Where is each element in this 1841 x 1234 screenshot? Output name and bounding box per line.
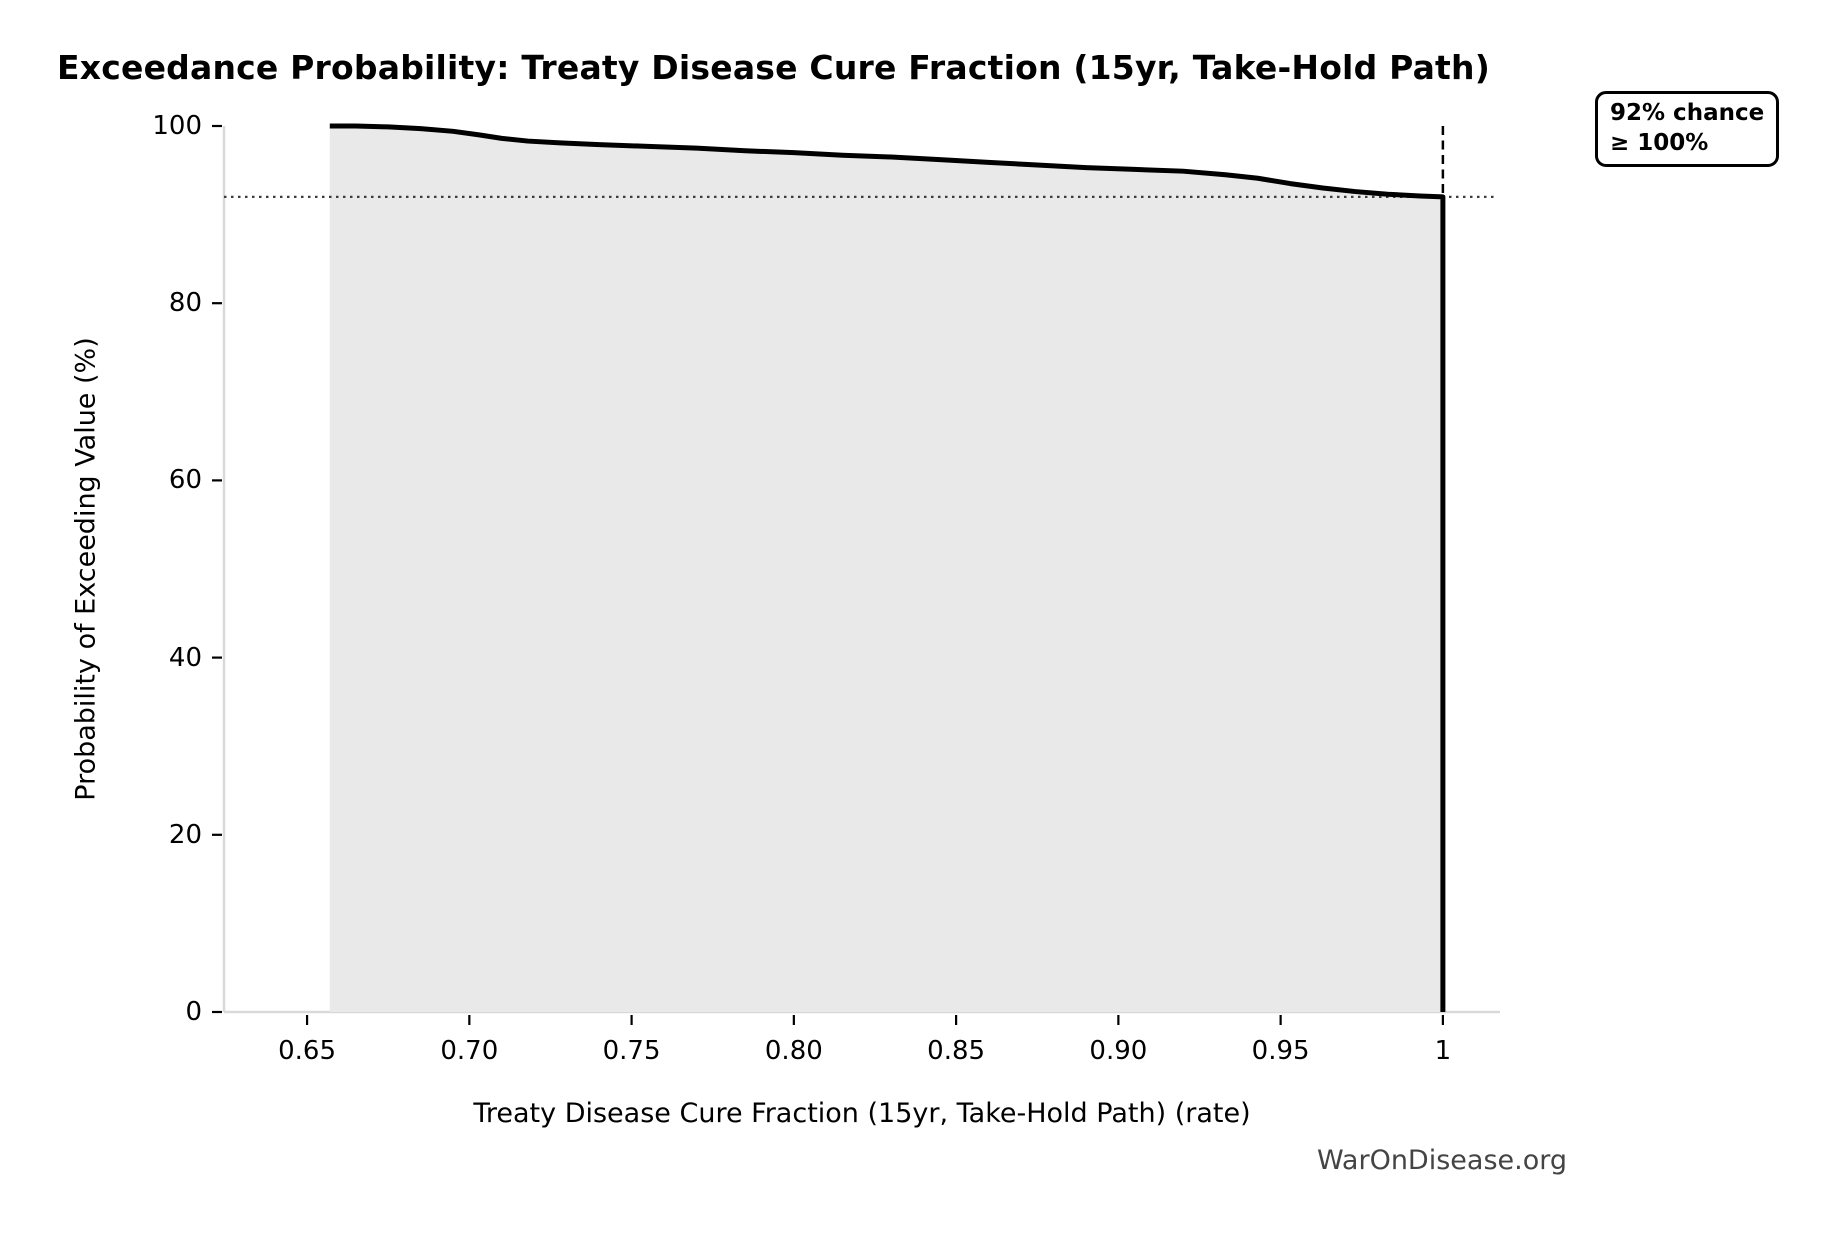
- y-axis-label: Probability of Exceeding Value (%): [70, 337, 102, 801]
- x-tick-label: 0.85: [927, 1036, 986, 1066]
- x-tick-label: 1: [1434, 1036, 1452, 1066]
- chart-title: Exceedance Probability: Treaty Disease C…: [57, 48, 1491, 87]
- area-fill: [329, 126, 1443, 1012]
- y-tick-label: 60: [168, 465, 202, 496]
- x-tick-label: 0.80: [764, 1036, 823, 1066]
- x-tick-label: 0.65: [278, 1036, 336, 1066]
- x-tick-label: 0.95: [1251, 1036, 1310, 1066]
- y-tick-label: 40: [168, 642, 202, 673]
- y-tick-label: 100: [152, 111, 202, 141]
- x-tick-label: 0.70: [440, 1036, 499, 1066]
- y-tick-label: 0: [185, 997, 202, 1027]
- annotation-box: 92% chance ≥ 100%: [1595, 91, 1780, 167]
- exceedance-curve: [329, 123, 1446, 1012]
- x-tick-label: 0.90: [1089, 1036, 1148, 1066]
- y-tick-label: 80: [168, 288, 202, 319]
- y-tick-label: 20: [168, 819, 202, 850]
- watermark: WarOnDisease.org: [1316, 1145, 1567, 1176]
- annotation-line-2: ≥ 100%: [1610, 130, 1709, 156]
- x-tick-label: 0.75: [602, 1036, 661, 1066]
- annotation-line-1: 92% chance: [1610, 100, 1765, 126]
- x-axis-label: Treaty Disease Cure Fraction (15yr, Take…: [473, 1098, 1251, 1129]
